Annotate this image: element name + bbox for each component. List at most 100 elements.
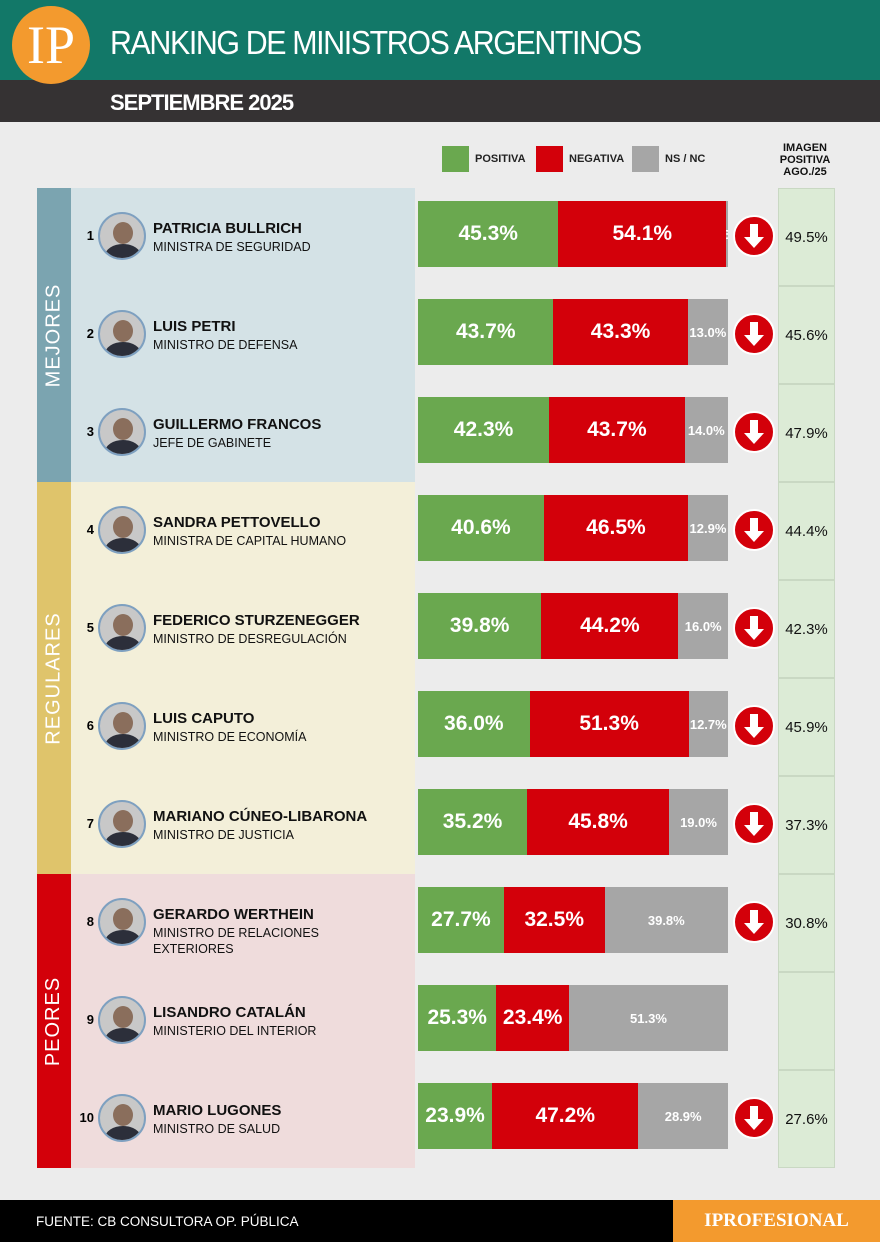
bar-nsnc: 13.0% [687, 299, 728, 365]
bar-negative: 44.2% [541, 593, 679, 659]
prev-positive-value: 49.5% [778, 188, 835, 286]
bar-nsnc: 51.3% [568, 985, 728, 1051]
legend-label: NS / NC [665, 153, 706, 165]
prev-positive-value: 27.6% [778, 1070, 835, 1168]
bar-positive: 40.6% [418, 495, 544, 561]
avatar [98, 408, 146, 456]
avatar [98, 898, 146, 946]
stacked-bar: 40.6% 46.5% 12.9% [418, 495, 728, 561]
bar-nsnc: 39.8% [604, 887, 728, 953]
stacked-bar: 36.0% 51.3% 12.7% [418, 691, 728, 757]
prev-header-line: AGO./25 [783, 166, 827, 178]
down-arrow-icon [733, 607, 775, 649]
bar-negative: 46.5% [543, 495, 688, 561]
bar-negative: 51.3% [529, 691, 689, 757]
bar-nsnc: 12.7% [688, 691, 728, 757]
avatar [98, 996, 146, 1044]
minister-name: PATRICIA BULLRICH [153, 220, 302, 237]
bar-negative: 54.1% [558, 201, 727, 267]
minister-role: MINISTRO DE DEFENSA [153, 338, 298, 352]
minister-name: SANDRA PETTOVELLO [153, 514, 321, 531]
legend-label: NEGATIVA [569, 153, 625, 165]
minister-name: FEDERICO STURZENEGGER [153, 612, 360, 629]
prev-positive-value [778, 972, 835, 1070]
down-arrow-icon [733, 313, 775, 355]
minister-role: MINISTRA DE CAPITAL HUMANO [153, 534, 347, 548]
bar-nsnc: 0.6% [726, 201, 728, 267]
stacked-bar: 25.3% 23.4% 51.3% [418, 985, 728, 1051]
minister-name: GERARDO WERTHEIN [153, 906, 314, 923]
table-row: 1 PATRICIA BULLRICH MINISTRA DE SEGURIDAD 4… [0, 188, 880, 286]
minister-role: MINISTRO DE DESREGULACIÓN [153, 632, 347, 646]
bar-positive: 42.3% [418, 397, 550, 463]
down-arrow-icon [733, 705, 775, 747]
legend-swatch [442, 146, 469, 172]
prev-positive-value: 44.4% [778, 482, 835, 580]
bar-positive: 25.3% [418, 985, 497, 1051]
minister-role: MINISTRA DE SEGURIDAD [153, 240, 311, 254]
minister-role: MINISTRO DE ECONOMÍA [153, 730, 307, 744]
prev-positive-value: 45.9% [778, 678, 835, 776]
bar-negative: 23.4% [496, 985, 569, 1051]
bar-positive: 27.7% [418, 887, 504, 953]
rank-number: 8 [86, 914, 94, 929]
down-arrow-icon [733, 1097, 775, 1139]
minister-name: LUIS CAPUTO [153, 710, 255, 727]
rank-number: 4 [86, 522, 94, 537]
down-arrow-icon [733, 411, 775, 453]
avatar [98, 800, 146, 848]
legend-item: NS / NC [632, 146, 705, 172]
avatar [98, 604, 146, 652]
subtitle-bar: SEPTIEMBRE 2025 [0, 80, 880, 122]
minister-name: MARIANO CÚNEO-LIBARONA [153, 808, 368, 825]
prev-column-header: IMAGEN POSITIVA AGO./25 [770, 142, 840, 178]
bar-negative: 43.7% [549, 397, 685, 463]
down-arrow-icon [733, 509, 775, 551]
rank-number: 2 [86, 326, 94, 341]
stacked-bar: 43.7% 43.3% 13.0% [418, 299, 728, 365]
minister-role: MINISTRO DE RELACIONES EXTERIORES [153, 926, 319, 956]
bar-positive: 45.3% [418, 201, 559, 267]
minister-role: MINISTRO DE SALUD [153, 1122, 281, 1136]
bar-negative: 32.5% [503, 887, 605, 953]
bar-nsnc: 16.0% [678, 593, 728, 659]
table-row: 6 LUIS CAPUTO MINISTRO DE ECONOMÍA 36.0% 51.… [0, 678, 880, 776]
down-arrow-icon [733, 215, 775, 257]
bar-positive: 23.9% [418, 1083, 493, 1149]
minister-name: GUILLERMO FRANCOS [153, 416, 322, 433]
prev-positive-value: 30.8% [778, 874, 835, 972]
minister-name: LUIS PETRI [153, 318, 236, 335]
stacked-bar: 39.8% 44.2% 16.0% [418, 593, 728, 659]
legend-item: NEGATIVA [536, 146, 624, 172]
bar-positive: 39.8% [418, 593, 542, 659]
avatar [98, 310, 146, 358]
table-row: 8 GERARDO WERTHEIN MINISTRO DE RELACIONES … [0, 874, 880, 972]
minister-role: JEFE DE GABINETE [153, 436, 272, 450]
prev-positive-value: 37.3% [778, 776, 835, 874]
minister-role: MINISTERIO DEL INTERIOR [153, 1024, 317, 1038]
table-row: 10 MARIO LUGONES MINISTRO DE SALUD 23.9% 47.… [0, 1070, 880, 1168]
group-label: MEJORES [37, 188, 71, 482]
bar-nsnc: 12.9% [688, 495, 728, 561]
table-row: 4 SANDRA PETTOVELLO MINISTRA DE CAPITAL HU… [0, 482, 880, 580]
page-subtitle: SEPTIEMBRE 2025 [110, 90, 294, 115]
prev-header-line: IMAGEN [783, 142, 827, 154]
rank-number: 1 [86, 228, 94, 243]
prev-positive-value: 42.3% [778, 580, 835, 678]
bar-positive: 36.0% [418, 691, 530, 757]
avatar [98, 506, 146, 554]
table-row: 3 GUILLERMO FRANCOS JEFE DE GABINETE 42.3% 4… [0, 384, 880, 482]
bar-positive: 35.2% [418, 789, 528, 855]
rank-number: 3 [86, 424, 94, 439]
prev-positive-value: 45.6% [778, 286, 835, 384]
bar-positive: 43.7% [418, 299, 554, 365]
stacked-bar: 35.2% 45.8% 19.0% [418, 789, 728, 855]
bar-negative: 45.8% [527, 789, 670, 855]
bar-nsnc: 28.9% [638, 1083, 728, 1149]
rank-number: 10 [79, 1110, 94, 1125]
table-row: 7 MARIANO CÚNEO-LIBARONA MINISTRO DE JUSTI… [0, 776, 880, 874]
prev-header-line: POSITIVA [779, 154, 831, 166]
header-bar: RANKING DE MINISTROS ARGENTINOS [0, 0, 880, 80]
source-text: FUENTE: CB CONSULTORA OP. PÚBLICA [36, 1214, 299, 1229]
stacked-bar: 42.3% 43.7% 14.0% [418, 397, 728, 463]
